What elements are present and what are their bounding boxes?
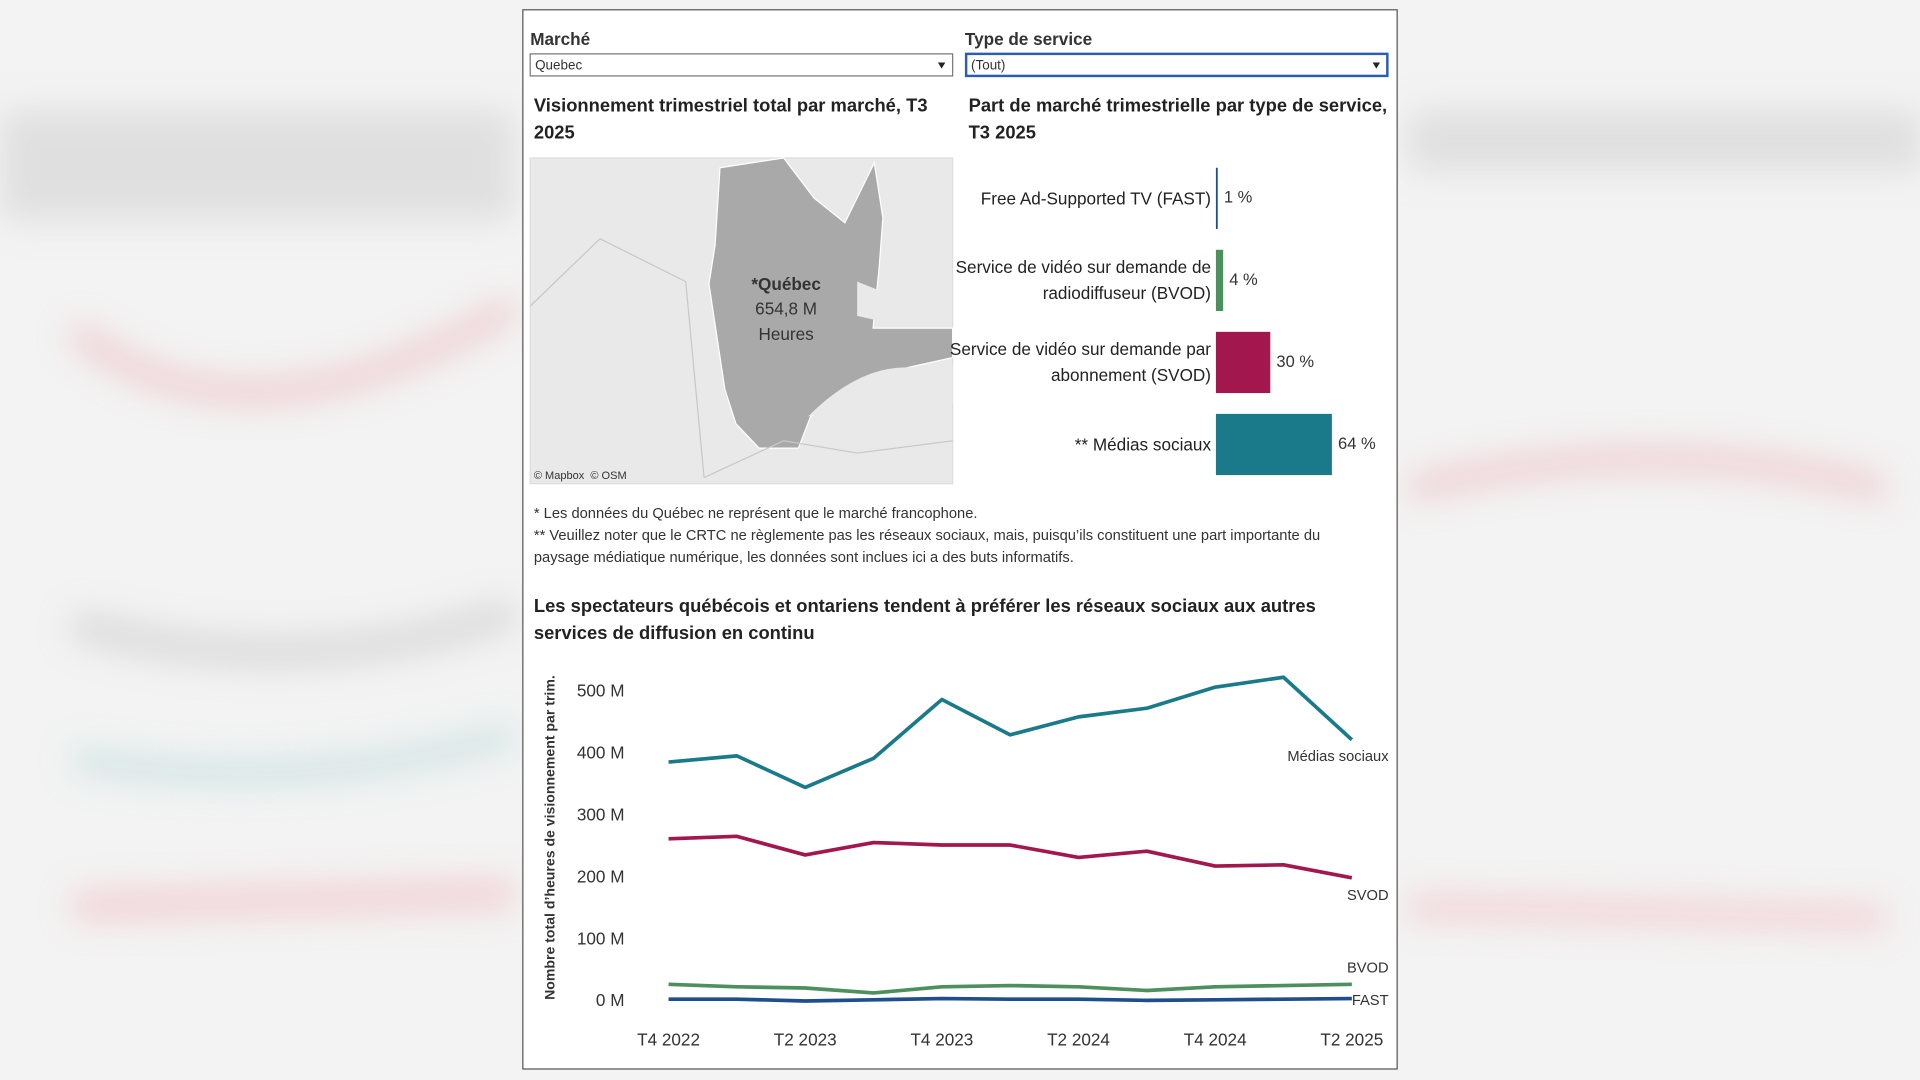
map-border	[703, 440, 953, 479]
x-tick-label: T2 2025	[1320, 1029, 1383, 1049]
x-tick-label: T4 2024	[1184, 1029, 1247, 1049]
filter-label: Type de service	[965, 29, 1092, 49]
series-line	[668, 675, 1354, 790]
map-water	[808, 364, 953, 417]
bar	[1215, 331, 1271, 394]
x-tick-label: T4 2023	[910, 1029, 973, 1049]
bar-label: Service de vidéo sur demande par abonnem…	[949, 339, 1212, 385]
bar-title: Part de marché trimestrielle par type de…	[968, 95, 1388, 144]
note: ** Veuillez noter que le CRTC ne règleme…	[533, 526, 1321, 566]
dropdown-value[interactable]: Quebec	[535, 58, 582, 73]
bar-label: ** Médias sociaux	[1074, 434, 1212, 454]
bar-value-label: 64 %	[1338, 434, 1376, 453]
y-tick-label: 0 M	[596, 990, 625, 1010]
x-tick-label: T2 2023	[774, 1029, 837, 1049]
bar-label-box: Free Ad-Supported TV (FAST)	[980, 187, 1212, 208]
bar-label-box: ** Médias sociaux	[1074, 434, 1212, 454]
y-tick-label: 300 M	[577, 804, 625, 824]
line-title: Les spectateurs québécois et ontariens t…	[533, 596, 1316, 645]
map-title: Visionnement trimestriel total par march…	[533, 95, 928, 144]
y-tick-label: 100 M	[577, 928, 625, 948]
series-line	[668, 982, 1352, 995]
line-title-box: Les spectateurs québécois et ontariens t…	[533, 596, 1316, 645]
y-tick-label: 200 M	[577, 866, 625, 886]
map-attribution: © Mapbox © OSM	[534, 470, 627, 482]
dropdown-arrow[interactable]	[937, 62, 946, 69]
bar-label-box: Service de vidéo sur demande par abonnem…	[949, 339, 1212, 385]
dropdown-arrow[interactable]	[1372, 62, 1380, 69]
bar-label-box: Service de vidéo sur demande de radiodif…	[955, 257, 1212, 303]
bar-label: Service de vidéo sur demande de radiodif…	[955, 257, 1212, 303]
map-title-box: Visionnement trimestriel total par march…	[533, 95, 928, 144]
dropdown-value[interactable]: (Tout)	[971, 58, 1005, 73]
series-end-label: SVOD	[1347, 888, 1389, 904]
y-tick-label: 400 M	[577, 743, 625, 763]
note: * Les données du Québec ne représent que…	[533, 504, 978, 522]
notes-box: * Les données du Québec ne représent que…	[533, 504, 1321, 566]
bar-title-box: Part de marché trimestrielle par type de…	[968, 95, 1388, 144]
bar-value-label: 1 %	[1224, 188, 1253, 207]
bar	[1215, 413, 1332, 476]
map-water	[857, 281, 882, 321]
y-tick-label: 500 M	[577, 681, 625, 701]
map-amount: 654,8 M	[755, 298, 817, 318]
series-line	[668, 834, 1353, 880]
y-axis-label: Nombre total d’heures de visionnement pa…	[542, 675, 558, 1000]
map-unit: Heures	[759, 324, 814, 344]
x-tick-label: T2 2024	[1047, 1029, 1110, 1049]
series-end-label: Médias sociaux	[1287, 749, 1389, 765]
map: *Québec 654,8 M Heures © Mapbox © OSM	[529, 157, 954, 485]
filter-label: Marché	[530, 29, 590, 49]
series-line	[668, 996, 1352, 1003]
quebec-region	[708, 157, 954, 449]
bar	[1215, 249, 1224, 312]
dropdown[interactable]	[529, 53, 954, 77]
series-end-label: BVOD	[1347, 960, 1389, 976]
bar-value-label: 30 %	[1276, 352, 1314, 371]
map-border	[529, 238, 705, 478]
bar	[1215, 167, 1218, 229]
series-end-label: FAST	[1352, 993, 1389, 1009]
x-tick-label: T4 2022	[637, 1029, 700, 1049]
bar-value-label: 4 %	[1229, 270, 1258, 289]
backdrop	[0, 110, 1920, 930]
map-region-label: *Québec	[751, 274, 821, 294]
bar-label: Free Ad-Supported TV (FAST)	[980, 187, 1212, 208]
dropdown[interactable]	[964, 52, 1389, 78]
